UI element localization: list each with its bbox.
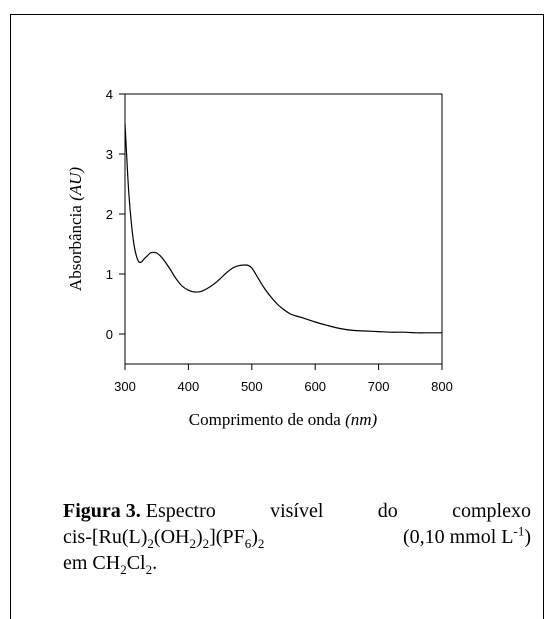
x-tick-label: 300: [114, 379, 136, 394]
x-axis-label-text: Comprimento de onda: [189, 410, 341, 429]
y-tick-label: 4: [106, 87, 113, 102]
caption-line-3: em CH2Cl2.: [63, 550, 531, 576]
y-axis-label-text: Absorbância: [66, 205, 85, 291]
x-tick-label: 400: [178, 379, 200, 394]
caption-label: Figura 3.: [63, 500, 141, 522]
caption-line-2: cis-[Ru(L)2(OH2)2](PF6)2 (0,10 mmol L-1): [63, 524, 531, 550]
caption-word: Espectro: [145, 500, 216, 522]
caption-line-1: Figura 3. Espectro visível do complexo: [63, 498, 531, 524]
plot-area-frame: [124, 93, 443, 365]
caption-word: visível: [270, 500, 324, 522]
caption-word: do: [377, 500, 398, 522]
absorbance-spectrum-chart: 0 1 2 3 4 300 400 500 600 700 800 Absorbância (AU…: [66, 87, 453, 429]
absorbance-series-line: [124, 123, 442, 334]
caption-concentration: (0,10 mmol L-1): [402, 523, 531, 548]
y-tick-label: 3: [106, 147, 113, 162]
x-axis: 300 400 500 600 700 800: [114, 364, 453, 394]
x-tick-label: 600: [304, 379, 326, 394]
x-tick-label: 500: [241, 379, 263, 394]
x-axis-label: Comprimento de onda (nm): [189, 410, 378, 429]
caption-word: complexo: [452, 500, 531, 522]
y-tick-label: 1: [106, 267, 113, 282]
x-axis-label-unit: (nm): [345, 410, 377, 429]
x-tick-label: 700: [368, 379, 390, 394]
figure-frame: [10, 14, 544, 619]
x-tick-label: 800: [431, 379, 453, 394]
y-axis: 0 1 2 3 4: [106, 87, 125, 342]
y-tick-label: 0: [106, 327, 113, 342]
y-axis-label-unit: (AU): [66, 167, 85, 201]
caption-solvent: em CH2Cl2.: [63, 552, 158, 577]
y-axis-label: Absorbância (AU): [66, 167, 85, 291]
figure-caption: Figura 3. Espectro visível do complexo c…: [63, 498, 531, 576]
caption-complex-formula: cis-[Ru(L)2(OH2)2](PF6)2: [63, 526, 265, 551]
y-tick-label: 2: [106, 207, 113, 222]
